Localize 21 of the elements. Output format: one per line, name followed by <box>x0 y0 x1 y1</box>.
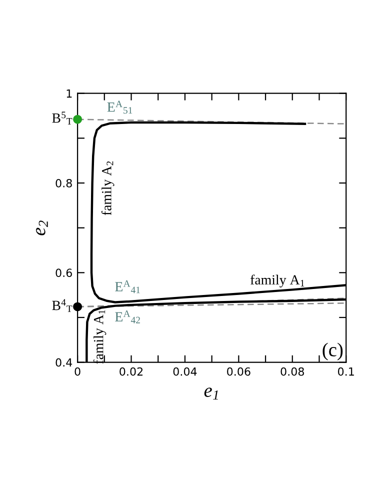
x-tick-label: 0.08 <box>280 367 304 376</box>
x-tick-label: 0.02 <box>120 367 143 376</box>
y-tick-label: 0.4 <box>56 358 72 367</box>
annotation: E$^{A}$$_{41}$ <box>115 280 140 294</box>
x-tick-label: 0.06 <box>227 367 250 376</box>
x-tick-label: 0.04 <box>173 367 197 376</box>
y-tick-label: 1 <box>66 89 72 98</box>
y-tick-label: 0.8 <box>56 178 72 188</box>
text: B$^{4}$$_{T}$ <box>52 299 72 312</box>
annotation: family A$_{2}$ <box>101 161 114 216</box>
y-tick-label: 0.6 <box>56 268 72 278</box>
x-tick-label: 0 <box>74 367 80 376</box>
annotation: family A$_{1}$ <box>93 310 106 364</box>
annotation: E$^{A}$$_{42}$ <box>115 310 140 324</box>
x-axis-title: e$_{1}$ <box>204 388 218 400</box>
text: B$^{5}$$_{T}$ <box>52 112 72 125</box>
x-tick-label: 0.1 <box>338 367 354 376</box>
annotation: E$^{A}$$_{51}$ <box>107 100 132 114</box>
y-axis-title: e$_{2}$ <box>36 220 48 236</box>
annotation: family A$_{1}$ <box>250 274 304 288</box>
annotation: (c) <box>322 342 343 360</box>
